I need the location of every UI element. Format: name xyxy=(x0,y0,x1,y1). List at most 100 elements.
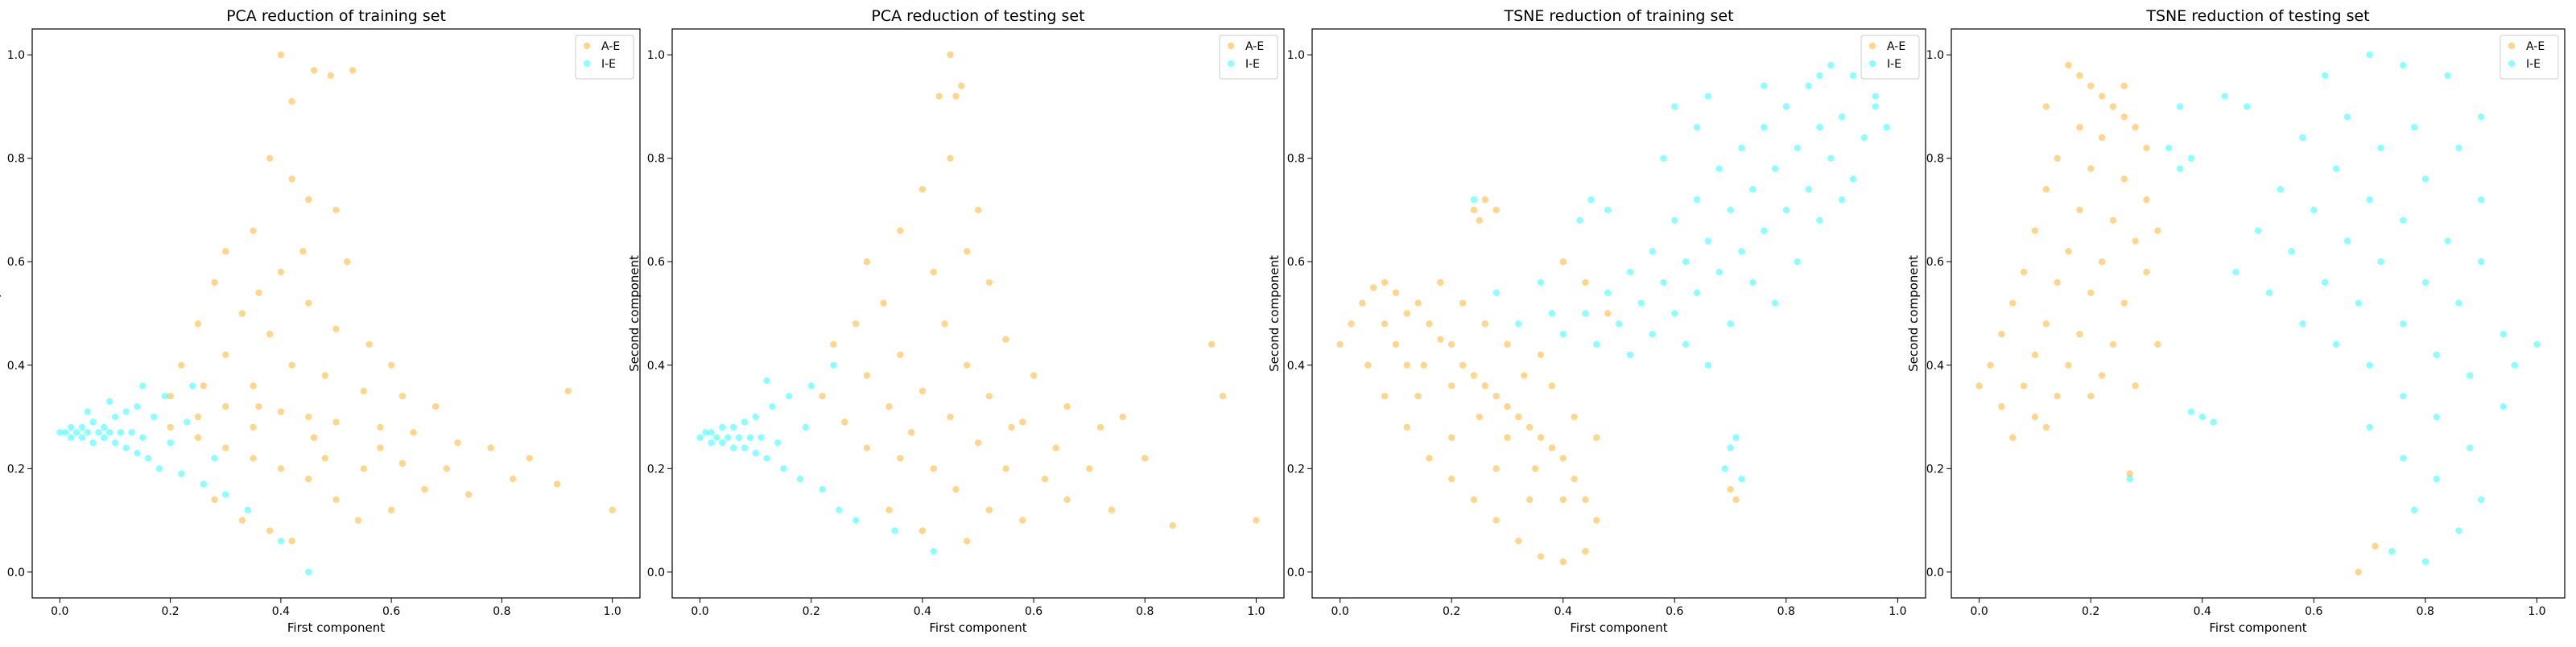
point-a-e xyxy=(277,268,285,276)
y-tick-label: 0.6 xyxy=(1926,256,1944,269)
x-tick-label: 0.0 xyxy=(51,605,68,618)
point-a-e xyxy=(2065,248,2072,255)
point-a-e xyxy=(1208,340,1216,348)
point-a-e xyxy=(1975,382,1983,389)
point-a-e xyxy=(963,361,971,369)
x-tick-label: 0.2 xyxy=(161,605,179,618)
point-a-e xyxy=(1348,320,1355,328)
point-a-e xyxy=(1141,455,1149,462)
point-a-e xyxy=(1571,413,1578,421)
point-i-e xyxy=(1715,268,1723,276)
point-a-e xyxy=(947,51,954,59)
y-tick-label: 1.0 xyxy=(1287,49,1305,62)
point-a-e xyxy=(222,248,229,255)
point-i-e xyxy=(2265,289,2273,296)
point-i-e xyxy=(1548,310,1556,317)
point-i-e xyxy=(1749,278,1757,286)
point-i-e xyxy=(718,423,726,431)
x-tick-label: 0.8 xyxy=(1136,605,1154,618)
point-a-e xyxy=(2120,113,2128,121)
point-i-e xyxy=(2126,475,2133,483)
legend-marker-a-e xyxy=(1227,42,1235,50)
point-a-e xyxy=(1521,372,1528,379)
point-a-e xyxy=(200,382,207,389)
point-i-e xyxy=(167,439,174,447)
point-a-e xyxy=(1169,521,1177,530)
point-i-e xyxy=(2477,113,2485,121)
legend-marker-i-e xyxy=(2508,60,2516,68)
point-a-e xyxy=(398,459,407,468)
point-a-e xyxy=(2042,186,2050,193)
point-a-e xyxy=(985,393,993,400)
point-a-e xyxy=(985,506,993,513)
point-i-e xyxy=(708,429,715,436)
point-i-e xyxy=(211,455,218,462)
point-i-e xyxy=(1515,320,1522,328)
point-a-e xyxy=(255,402,262,410)
point-a-e xyxy=(377,423,384,431)
point-a-e xyxy=(1525,423,1534,431)
point-i-e xyxy=(1604,289,1612,296)
point-a-e xyxy=(2031,227,2039,234)
point-i-e xyxy=(2321,72,2329,80)
point-a-e xyxy=(1414,299,1422,307)
point-a-e xyxy=(1392,340,1400,348)
point-a-e xyxy=(332,418,340,426)
y-tick-label: 0.8 xyxy=(1287,153,1305,166)
point-i-e xyxy=(144,455,152,462)
point-i-e xyxy=(2210,418,2217,426)
point-a-e xyxy=(1515,538,1522,545)
legend-marker-a-e xyxy=(2508,42,2516,50)
legend-box xyxy=(1219,35,1278,80)
y-tick-label: 0.0 xyxy=(647,567,665,579)
point-a-e xyxy=(2054,278,2061,286)
point-a-e xyxy=(410,429,417,436)
point-i-e xyxy=(1771,299,1779,307)
point-i-e xyxy=(134,402,141,410)
point-a-e xyxy=(288,97,295,105)
point-i-e xyxy=(1760,227,1768,234)
point-i-e xyxy=(1587,196,1595,204)
point-a-e xyxy=(304,475,312,483)
legend-label: I-E xyxy=(601,58,616,71)
point-i-e xyxy=(1794,144,1801,152)
x-tick-label: 0.0 xyxy=(1971,605,1988,618)
chart-3: TSNE reduction of training set 0.0 0.2 0.4 0… xyxy=(1267,7,1926,635)
point-a-e xyxy=(1052,444,1059,451)
legend-label: A-E xyxy=(601,40,620,53)
point-a-e xyxy=(1593,434,1600,441)
point-a-e xyxy=(310,67,318,74)
y-tick-label: 1.0 xyxy=(1926,49,1944,62)
point-a-e xyxy=(304,413,312,421)
point-i-e xyxy=(2399,455,2407,462)
point-a-e xyxy=(1559,496,1567,504)
point-i-e xyxy=(1682,340,1690,348)
point-a-e xyxy=(930,465,937,472)
point-a-e xyxy=(2120,82,2128,89)
x-axis-label: First component xyxy=(2209,620,2306,635)
point-a-e xyxy=(222,444,229,451)
point-i-e xyxy=(891,527,898,534)
point-a-e xyxy=(387,361,395,369)
y-tick-label: 0.4 xyxy=(1287,360,1305,373)
point-i-e xyxy=(2299,134,2306,142)
point-i-e xyxy=(1816,72,1823,80)
x-axis-label: First component xyxy=(929,620,1026,635)
point-i-e xyxy=(1576,216,1583,225)
point-a-e xyxy=(2076,72,2083,80)
point-i-e xyxy=(200,480,207,488)
point-i-e xyxy=(1671,310,1678,317)
point-i-e xyxy=(713,434,720,441)
point-a-e xyxy=(1063,402,1071,410)
point-a-e xyxy=(2098,134,2106,142)
point-a-e xyxy=(1437,278,1444,286)
point-a-e xyxy=(2132,237,2139,245)
point-i-e xyxy=(2477,258,2485,266)
point-a-e xyxy=(2087,82,2095,89)
point-a-e xyxy=(1571,475,1578,483)
point-a-e xyxy=(1481,320,1488,328)
point-i-e xyxy=(2433,475,2440,483)
point-a-e xyxy=(2120,299,2128,307)
point-i-e xyxy=(1727,206,1734,214)
point-i-e xyxy=(178,470,185,477)
